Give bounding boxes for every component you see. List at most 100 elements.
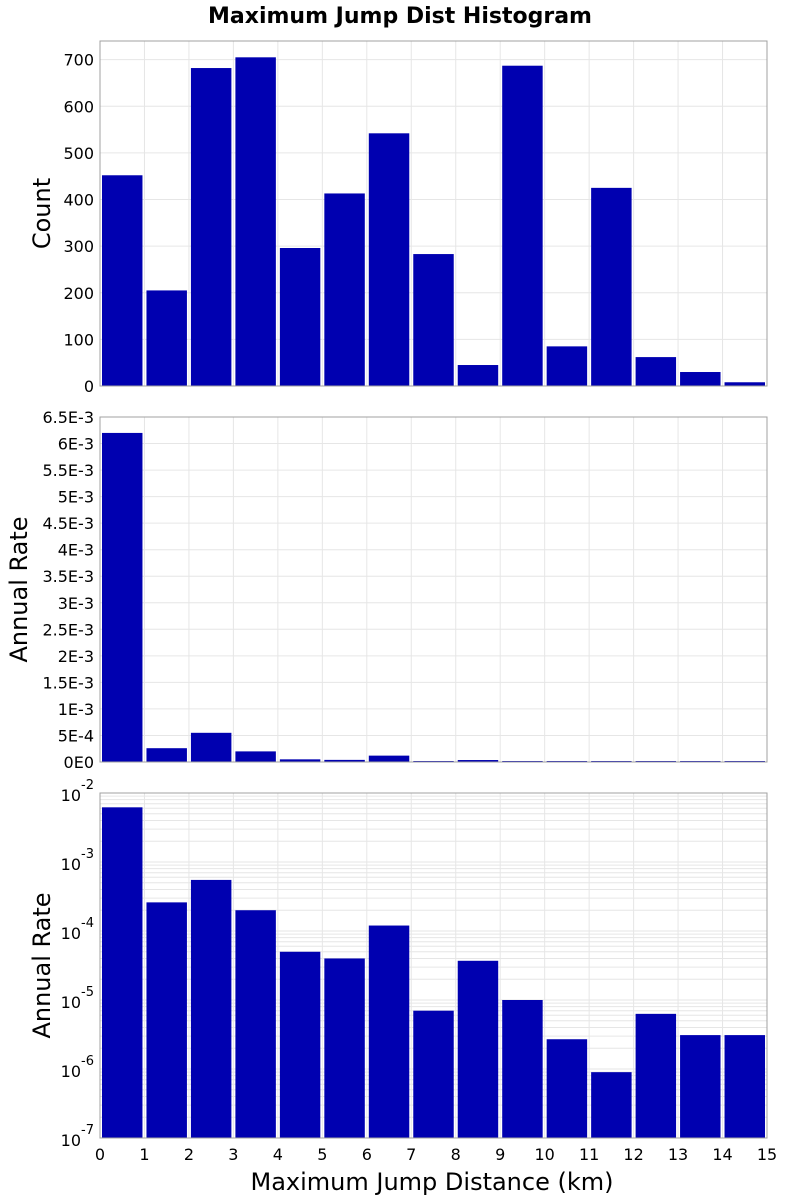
- plot-frame: [99, 416, 768, 763]
- y-tick-label: 10-7: [61, 1123, 94, 1150]
- bar: [368, 925, 410, 1138]
- x-tick-label: 3: [228, 1145, 238, 1164]
- y-tick-label: 200: [63, 284, 94, 303]
- bar: [102, 175, 143, 386]
- bars: [102, 57, 765, 387]
- bar: [190, 68, 232, 387]
- y-tick-label: 10-2: [61, 778, 94, 805]
- x-tick-label: 6: [362, 1145, 372, 1164]
- y-tick-label: 1.5E-3: [42, 673, 94, 692]
- x-tick-label: 4: [273, 1145, 283, 1164]
- bar: [368, 133, 410, 386]
- y-tick-label: 2E-3: [58, 647, 94, 666]
- bar: [102, 432, 143, 762]
- y-tick-label: 5E-4: [58, 726, 94, 745]
- bar: [324, 958, 365, 1138]
- x-tick-label: 10: [534, 1145, 554, 1164]
- y-tick-label: 10-3: [61, 847, 94, 874]
- bar: [279, 951, 321, 1138]
- y-tick-label: 5.5E-3: [42, 461, 94, 480]
- y-tick-label: 4E-3: [58, 541, 94, 560]
- bar: [146, 902, 187, 1138]
- y-tick-label: 10-4: [61, 916, 94, 943]
- bar: [457, 365, 499, 386]
- bar: [591, 187, 632, 386]
- y-tick-label: 500: [63, 144, 94, 163]
- bars: [102, 432, 765, 762]
- x-tick-label: 11: [579, 1145, 599, 1164]
- y-tick-labels: 0 100 200 300 400 500 600 700: [63, 51, 94, 396]
- bar: [235, 751, 276, 762]
- y-tick-label: 600: [63, 97, 94, 116]
- y-tick-labels: 10-7 10-6 10-5 10-4 10-3 10-2: [61, 778, 94, 1150]
- bar: [279, 759, 321, 762]
- y-tick-label: 3.5E-3: [42, 567, 94, 586]
- bar: [279, 248, 321, 386]
- x-tick-label: 14: [712, 1145, 732, 1164]
- y-tick-label: 100: [63, 330, 94, 349]
- y-axis-title: Annual Rate: [5, 516, 33, 662]
- bar: [680, 1035, 721, 1138]
- y-tick-label: 6E-3: [58, 435, 94, 454]
- panels-layer: 0100200300400500600700Count0E05E-41E-31.…: [5, 40, 777, 1164]
- bar: [190, 732, 232, 762]
- y-tick-label: 300: [63, 237, 94, 256]
- x-axis-title: Maximum Jump Distance (km): [251, 1168, 614, 1196]
- panel-annual-rate-log: 10-7 10-6 10-5 10-4 10-3 10-2 Annual Rate: [28, 778, 768, 1150]
- x-tick-label: 9: [495, 1145, 505, 1164]
- y-tick-label: 5E-3: [58, 488, 94, 507]
- bar: [368, 755, 410, 762]
- y-tick-label: 10-6: [61, 1054, 94, 1081]
- x-tick-label: 15: [757, 1145, 777, 1164]
- bar: [502, 65, 543, 386]
- bar: [635, 357, 677, 386]
- bar: [235, 910, 276, 1138]
- y-tick-label: 400: [63, 191, 94, 210]
- bar: [457, 760, 499, 762]
- bar: [413, 254, 454, 386]
- y-tick-label: 10-5: [61, 985, 94, 1012]
- bar: [457, 960, 499, 1138]
- x-tick-label: 0: [95, 1145, 105, 1164]
- bar: [546, 1039, 588, 1138]
- y-axis-title: Annual Rate: [28, 892, 56, 1038]
- y-tick-label: 0E0: [64, 753, 94, 772]
- y-tick-label: 700: [63, 51, 94, 70]
- y-tick-label: 0: [84, 377, 94, 396]
- x-tick-label: 8: [451, 1145, 461, 1164]
- bar: [146, 290, 187, 386]
- bars: [102, 807, 765, 1138]
- plot-area: [100, 417, 767, 762]
- bar: [324, 759, 365, 762]
- bar: [413, 1010, 454, 1138]
- x-tick-label: 13: [668, 1145, 688, 1164]
- plot-frame: [99, 792, 768, 1139]
- y-tick-label: 2.5E-3: [42, 620, 94, 639]
- x-tick-label: 1: [139, 1145, 149, 1164]
- bar: [102, 807, 143, 1138]
- bar: [235, 57, 276, 386]
- y-axis-title: Count: [28, 178, 56, 249]
- bar: [146, 748, 187, 762]
- bar: [502, 1000, 543, 1138]
- y-tick-label: 3E-3: [58, 594, 94, 613]
- x-tick-label: 5: [317, 1145, 327, 1164]
- gridlines: [99, 41, 768, 387]
- y-tick-label: 4.5E-3: [42, 514, 94, 533]
- x-tick-label: 2: [184, 1145, 194, 1164]
- bar: [635, 1013, 677, 1138]
- y-tick-label: 6.5E-3: [42, 408, 94, 427]
- chart-title: Maximum Jump Dist Histogram: [208, 4, 592, 29]
- plot-frame: [99, 40, 768, 387]
- y-tick-label: 1E-3: [58, 700, 94, 719]
- bar: [591, 1072, 632, 1138]
- bar: [546, 346, 588, 386]
- x-tick-labels: 0 1 2 3 4 5 6 7 8 9 10 11 12 13 14 15: [95, 1145, 777, 1164]
- y-tick-labels: 0E0 5E-4 1E-3 1.5E-3 2E-3 2.5E-3 3E-3 3.5E-3 4E-…: [42, 408, 94, 772]
- bar: [724, 1035, 765, 1138]
- panel-count: 0 100 200 300 400 500 600 700 Count: [28, 40, 768, 396]
- x-tick-label: 7: [406, 1145, 416, 1164]
- bar: [190, 879, 232, 1138]
